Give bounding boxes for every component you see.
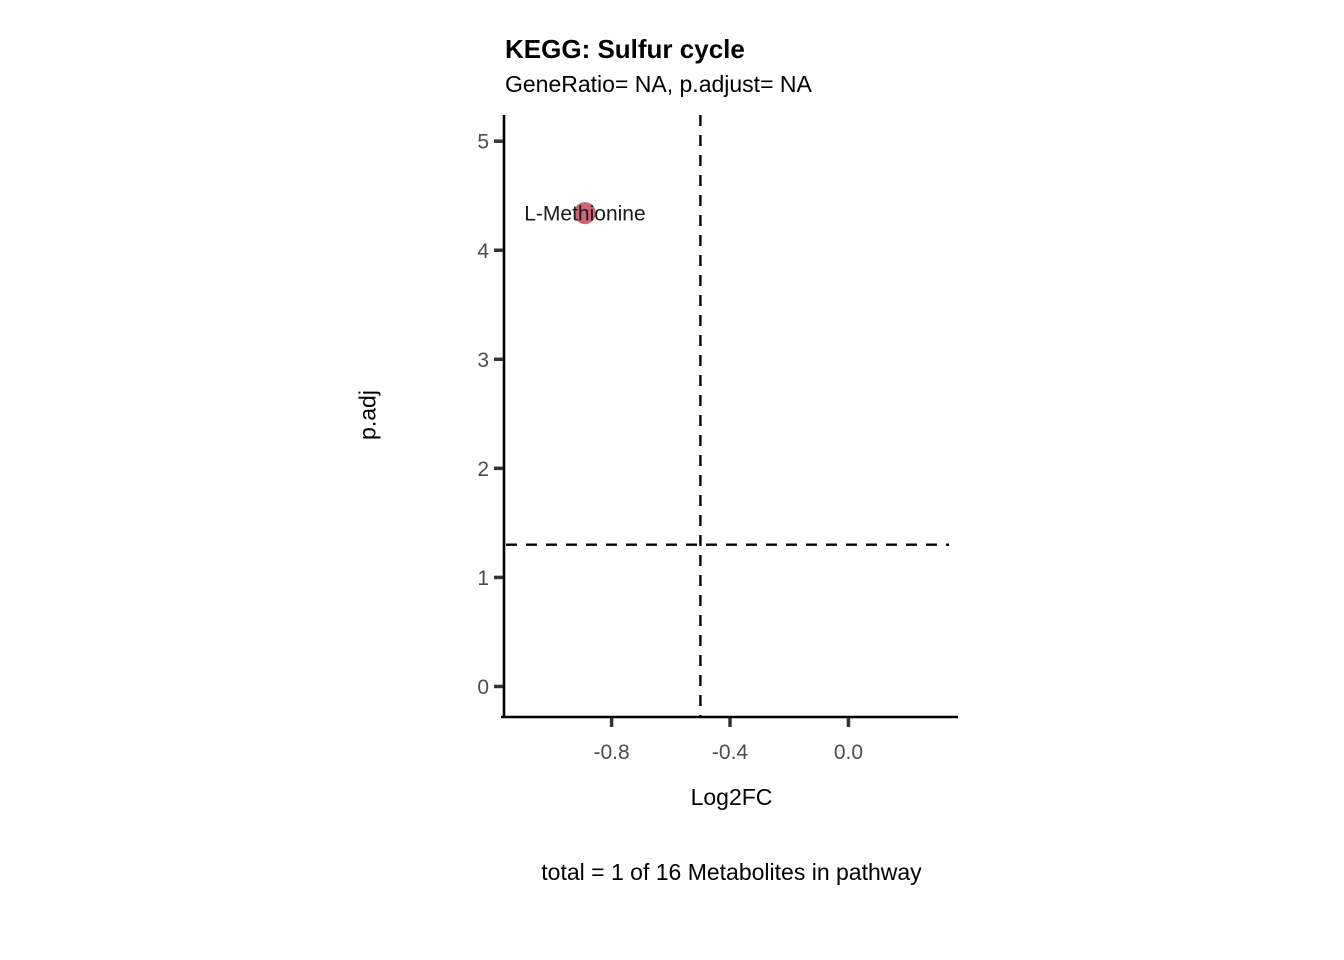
data-point-label: L-Methionine [524, 203, 645, 226]
y-axis-tick-label: 5 [477, 131, 489, 154]
chart-title: KEGG: Sulfur cycle [505, 34, 745, 64]
x-axis-tick-label: -0.8 [593, 741, 629, 764]
x-axis-tick-label: -0.4 [712, 741, 749, 764]
chart-caption: total = 1 of 16 Metabolites in pathway [541, 859, 922, 885]
y-axis-title: p.adj [354, 390, 381, 440]
data-point [573, 202, 596, 225]
x-axis-tick-label: 0.0 [834, 741, 863, 764]
y-axis-tick-label: 4 [477, 240, 489, 263]
x-axis-title: Log2FC [690, 784, 773, 810]
y-axis-tick-label: 1 [477, 567, 489, 590]
y-axis-tick-label: 2 [477, 458, 489, 481]
y-axis-tick-label: 3 [477, 349, 489, 372]
y-axis-tick-label: 0 [477, 676, 489, 699]
chart-subtitle: GeneRatio= NA, p.adjust= NA [505, 71, 812, 97]
